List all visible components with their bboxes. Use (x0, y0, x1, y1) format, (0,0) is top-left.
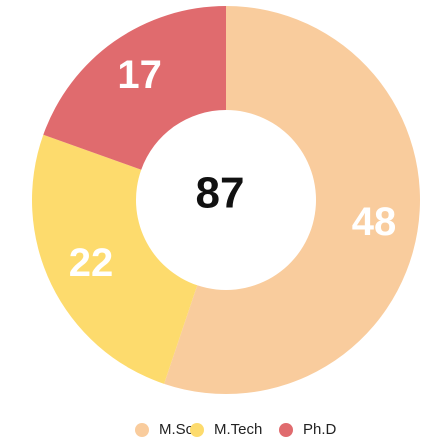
slice-label: 48 (352, 200, 397, 244)
center-label: 87 (196, 169, 245, 218)
legend-label: M.Tech (214, 421, 262, 437)
slice-label: 22 (69, 241, 114, 285)
legend-marker (135, 423, 149, 437)
donut-slice (164, 6, 421, 394)
slice-label: 17 (117, 53, 162, 97)
donut-slice (43, 6, 226, 170)
legend-label: Ph.D (303, 421, 337, 437)
legend-label: M.Sc (159, 421, 194, 437)
legend-marker (279, 423, 293, 437)
legend-marker (190, 423, 204, 437)
donut-slice (31, 134, 198, 384)
